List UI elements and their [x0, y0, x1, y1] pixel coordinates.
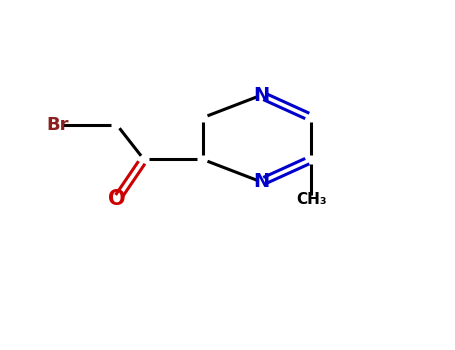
Text: O: O	[108, 189, 126, 209]
Text: N: N	[253, 173, 269, 191]
Text: N: N	[253, 86, 269, 105]
Text: Br: Br	[47, 116, 69, 134]
Text: CH₃: CH₃	[296, 192, 327, 207]
